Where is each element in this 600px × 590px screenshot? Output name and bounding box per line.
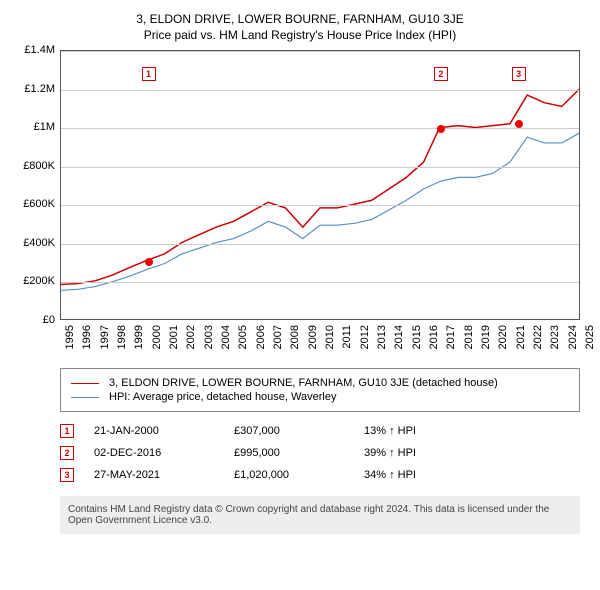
y-axis-label: £400K [10, 237, 55, 249]
x-axis-label: 2023 [549, 325, 561, 355]
marker-icon: 2 [60, 446, 74, 460]
plot-wrap: 123 £0£200K£400K£600K£800K£1M£1.2M£1.4M1… [10, 50, 590, 360]
y-axis-label: £1M [10, 121, 55, 133]
x-axis-label: 2013 [376, 325, 388, 355]
x-axis-label: 2021 [515, 325, 527, 355]
event-marker-icon: 2 [434, 67, 448, 81]
y-axis-label: £0 [10, 314, 55, 326]
event-dot [515, 120, 523, 128]
x-axis-label: 2019 [480, 325, 492, 355]
x-axis-label: 2003 [203, 325, 215, 355]
x-axis-label: 2024 [567, 325, 579, 355]
x-axis-label: 2014 [393, 325, 405, 355]
legend-label-1: HPI: Average price, detached house, Wave… [109, 391, 336, 403]
x-axis-label: 2007 [272, 325, 284, 355]
x-axis-label: 2018 [463, 325, 475, 355]
y-axis-label: £600K [10, 198, 55, 210]
x-axis-label: 2006 [255, 325, 267, 355]
footer-attribution: Contains HM Land Registry data © Crown c… [60, 496, 580, 534]
x-axis-label: 1998 [116, 325, 128, 355]
trans-price: £1,020,000 [234, 469, 364, 481]
x-axis-label: 2000 [151, 325, 163, 355]
trans-date: 21-JAN-2000 [94, 425, 234, 437]
x-axis-label: 2015 [411, 325, 423, 355]
event-marker-icon: 1 [142, 67, 156, 81]
transactions-table: 1 21-JAN-2000 £307,000 13% ↑ HPI 2 02-DE… [60, 420, 580, 486]
legend-box: 3, ELDON DRIVE, LOWER BOURNE, FARNHAM, G… [60, 368, 580, 412]
table-row: 3 27-MAY-2021 £1,020,000 34% ↑ HPI [60, 464, 580, 486]
x-axis-label: 1999 [133, 325, 145, 355]
x-axis-label: 2005 [237, 325, 249, 355]
chart-svg [61, 51, 579, 319]
x-axis-label: 2011 [341, 325, 353, 355]
x-axis-label: 2016 [428, 325, 440, 355]
x-axis-label: 2010 [324, 325, 336, 355]
y-axis-label: £800K [10, 160, 55, 172]
trans-price: £307,000 [234, 425, 364, 437]
x-axis-label: 2012 [359, 325, 371, 355]
chart-subtitle: Price paid vs. HM Land Registry's House … [10, 28, 590, 42]
legend-label-0: 3, ELDON DRIVE, LOWER BOURNE, FARNHAM, G… [109, 377, 498, 389]
trans-pct: 13% ↑ HPI [364, 425, 484, 437]
legend-swatch-0 [71, 383, 99, 384]
event-marker-icon: 3 [512, 67, 526, 81]
x-axis-label: 1996 [81, 325, 93, 355]
legend-row-0: 3, ELDON DRIVE, LOWER BOURNE, FARNHAM, G… [71, 377, 569, 389]
y-axis-label: £200K [10, 275, 55, 287]
event-dot [145, 258, 153, 266]
event-dot [437, 125, 445, 133]
x-axis-label: 2009 [307, 325, 319, 355]
trans-pct: 39% ↑ HPI [364, 447, 484, 459]
chart-title: 3, ELDON DRIVE, LOWER BOURNE, FARNHAM, G… [10, 12, 590, 26]
table-row: 1 21-JAN-2000 £307,000 13% ↑ HPI [60, 420, 580, 442]
trans-price: £995,000 [234, 447, 364, 459]
y-axis-label: £1.4M [10, 44, 55, 56]
plot-area: 1 2 3 [60, 50, 580, 320]
table-row: 2 02-DEC-2016 £995,000 39% ↑ HPI [60, 442, 580, 464]
x-axis-label: 2001 [168, 325, 180, 355]
x-axis-label: 1997 [99, 325, 111, 355]
x-axis-label: 2020 [497, 325, 509, 355]
legend-row-1: HPI: Average price, detached house, Wave… [71, 391, 569, 403]
x-axis-label: 2022 [532, 325, 544, 355]
trans-date: 27-MAY-2021 [94, 469, 234, 481]
legend-swatch-1 [71, 397, 99, 398]
trans-pct: 34% ↑ HPI [364, 469, 484, 481]
y-axis-label: £1.2M [10, 83, 55, 95]
x-axis-label: 1995 [64, 325, 76, 355]
x-axis-label: 2017 [445, 325, 457, 355]
x-axis-label: 2025 [584, 325, 596, 355]
marker-icon: 3 [60, 468, 74, 482]
chart-container: 3, ELDON DRIVE, LOWER BOURNE, FARNHAM, G… [10, 12, 590, 534]
x-axis-label: 2008 [289, 325, 301, 355]
trans-date: 02-DEC-2016 [94, 447, 234, 459]
marker-icon: 1 [60, 424, 74, 438]
x-axis-label: 2002 [185, 325, 197, 355]
x-axis-label: 2004 [220, 325, 232, 355]
